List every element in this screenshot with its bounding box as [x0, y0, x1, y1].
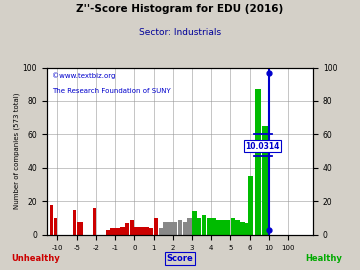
Bar [240, 221, 245, 235]
Bar [135, 227, 139, 235]
Bar [144, 227, 149, 235]
Bar [226, 220, 230, 235]
Bar [54, 218, 57, 235]
Bar [183, 221, 187, 235]
Bar [50, 205, 53, 235]
Bar [221, 220, 225, 235]
Bar [248, 176, 253, 235]
Text: 10.0314: 10.0314 [246, 142, 280, 151]
Bar [163, 221, 168, 235]
Bar [149, 228, 153, 235]
Bar [197, 218, 202, 235]
Bar [125, 223, 129, 235]
Bar [178, 220, 182, 235]
Y-axis label: Number of companies (573 total): Number of companies (573 total) [13, 93, 20, 210]
Bar [158, 228, 163, 235]
Text: Sector: Industrials: Sector: Industrials [139, 28, 221, 37]
Bar [188, 218, 192, 235]
Bar [207, 218, 211, 235]
Bar [168, 221, 172, 235]
Bar [231, 218, 235, 235]
Text: Healthy: Healthy [306, 254, 342, 263]
Bar [154, 218, 158, 235]
Bar [202, 215, 206, 235]
Bar [255, 89, 261, 235]
Text: ©www.textbiz.org: ©www.textbiz.org [52, 73, 116, 79]
Bar [120, 227, 125, 235]
Bar [192, 211, 197, 235]
Bar [73, 210, 76, 235]
Bar [262, 126, 269, 235]
Bar [130, 220, 134, 235]
Bar [111, 228, 115, 235]
Bar [115, 228, 120, 235]
Bar [245, 223, 249, 235]
Bar [93, 208, 96, 235]
Bar [77, 221, 82, 235]
Text: Z''-Score Histogram for EDU (2016): Z''-Score Histogram for EDU (2016) [76, 4, 284, 14]
Bar [216, 220, 221, 235]
Text: The Research Foundation of SUNY: The Research Foundation of SUNY [52, 87, 171, 94]
Bar [235, 220, 240, 235]
Bar [211, 218, 216, 235]
Text: Unhealthy: Unhealthy [12, 254, 60, 263]
Bar [105, 230, 110, 235]
Bar [173, 221, 177, 235]
Bar [139, 227, 144, 235]
Text: Score: Score [167, 254, 193, 263]
